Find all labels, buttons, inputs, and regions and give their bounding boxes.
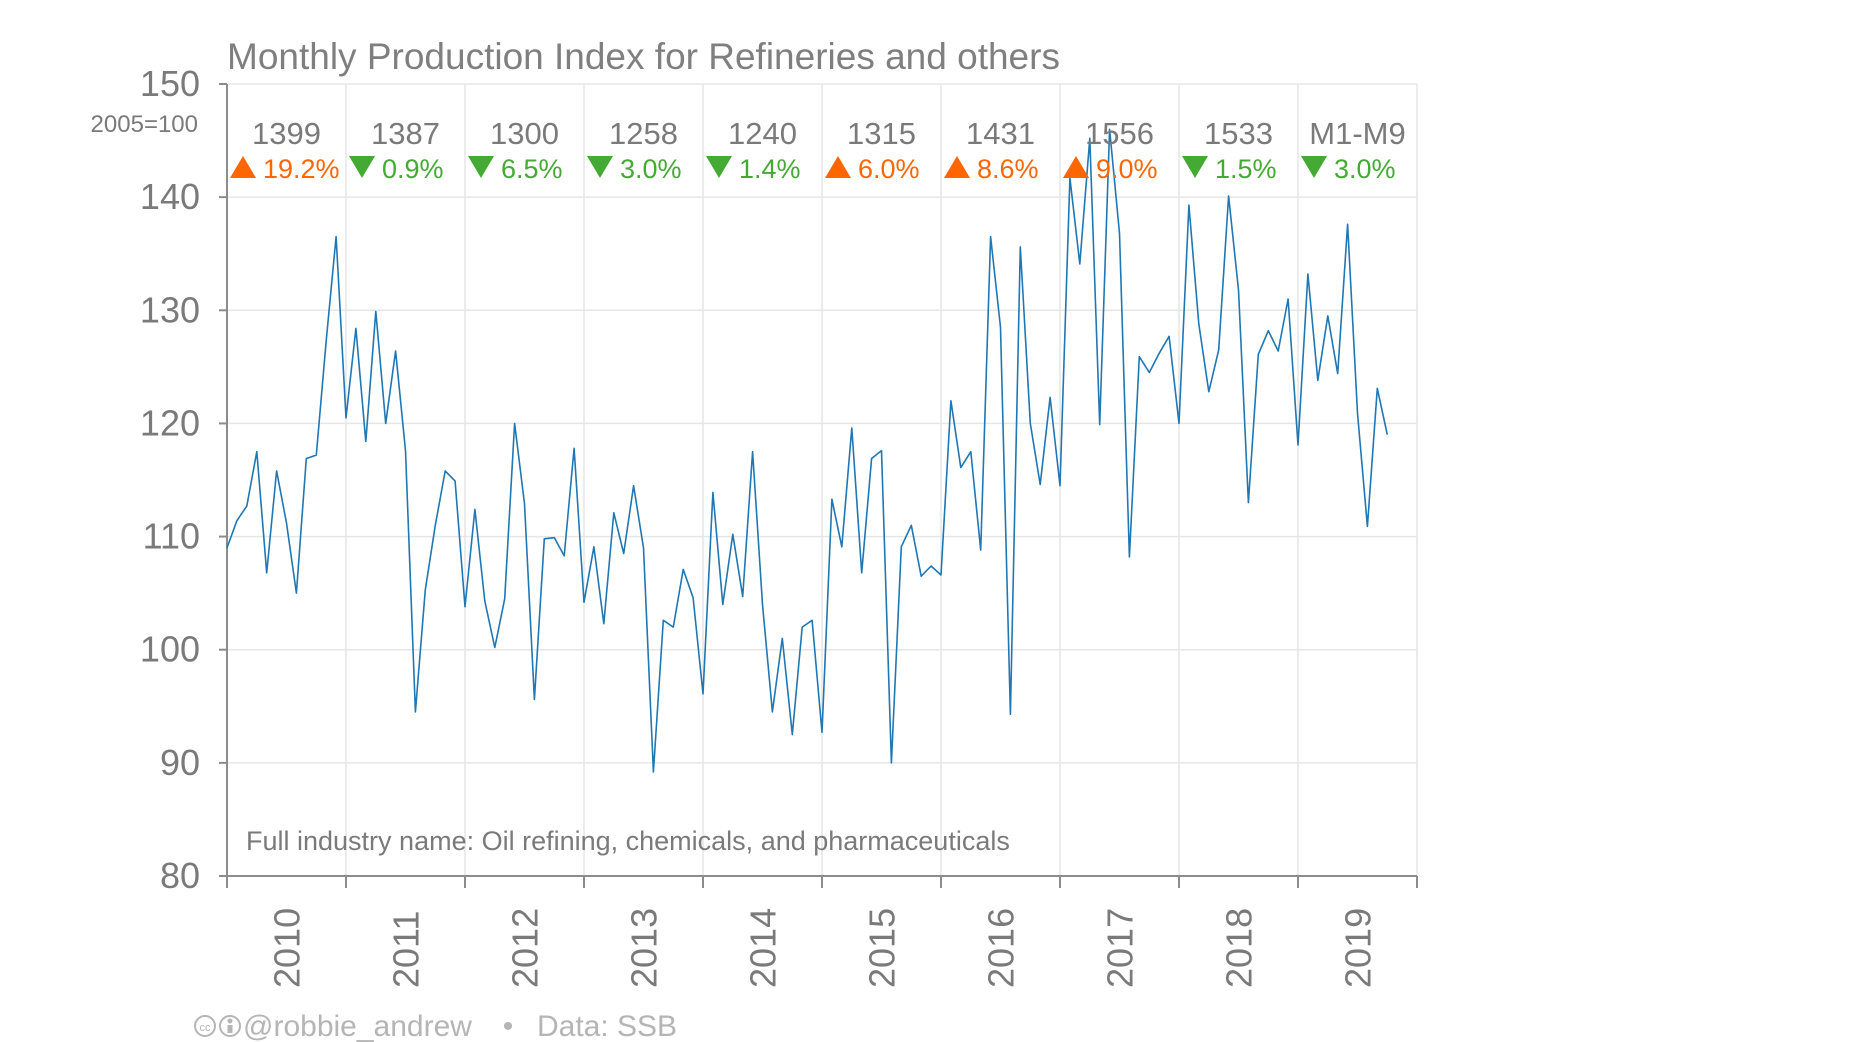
svg-text:cc: cc — [200, 1022, 212, 1034]
y-tick-label: 150 — [140, 63, 200, 104]
annual-change-label: 9.0% — [1096, 154, 1158, 184]
down-arrow-icon — [349, 156, 375, 178]
up-arrow-icon — [944, 156, 970, 178]
y-tick-label: 120 — [140, 402, 200, 443]
down-arrow-icon — [468, 156, 494, 178]
down-arrow-icon — [1301, 156, 1327, 178]
grid-layer — [227, 83, 1418, 876]
annual-change-label: 8.6% — [977, 154, 1039, 184]
by-icon — [219, 1015, 241, 1037]
annual-total-label: 1315 — [847, 116, 916, 151]
x-tick-label: 2018 — [1219, 908, 1260, 988]
x-tick-label: 2015 — [862, 908, 903, 988]
y-tick-label: 130 — [140, 289, 200, 330]
y-tick-label: 110 — [143, 516, 200, 557]
author-handle: @robbie_andrew — [243, 1010, 472, 1042]
annual-change-label: 6.5% — [501, 154, 563, 184]
annual-total-label: 1556 — [1085, 116, 1154, 151]
annual-change-label: 19.2% — [263, 154, 340, 184]
up-arrow-icon — [825, 156, 851, 178]
annual-total-label: 1431 — [966, 116, 1035, 151]
x-tick-label: 2014 — [743, 908, 784, 988]
annual-total-label: 1258 — [609, 116, 678, 151]
annual-change-label: 1.4% — [739, 154, 801, 184]
x-tick-label: 2019 — [1338, 908, 1379, 988]
y-tick-label: 80 — [160, 855, 200, 896]
annual-total-label: 1533 — [1204, 116, 1273, 151]
cc-icon: cc — [194, 1015, 216, 1037]
annual-change-label: 0.9% — [382, 154, 444, 184]
chart-title: Monthly Production Index for Refineries … — [227, 36, 1060, 77]
y-tick-label: 100 — [140, 629, 200, 670]
credit-separator: • — [503, 1010, 514, 1042]
x-tick-label: 2013 — [624, 908, 665, 988]
up-arrow-icon — [230, 156, 256, 178]
axis-layer: 80 90 100 110 120 130 140 150 2010 2011 2012 2013 20… — [140, 63, 1418, 988]
y-tick-label: 90 — [160, 742, 200, 783]
annual-total-label: M1-M9 — [1309, 116, 1405, 151]
annual-total-label: 1240 — [728, 116, 797, 151]
annotation-layer: 139919.2%13870.9%13006.5%12583.0%12401.4… — [230, 116, 1406, 184]
annual-total-label: 1399 — [252, 116, 321, 151]
annual-change-label: 1.5% — [1215, 154, 1277, 184]
x-tick-label: 2011 — [386, 911, 427, 988]
data-source: Data: SSB — [537, 1010, 677, 1042]
annual-total-label: 1387 — [371, 116, 440, 151]
credit-line: cc @robbie_andrew • Data: SSB — [194, 1010, 677, 1042]
x-tick-label: 2017 — [1100, 908, 1141, 988]
annual-change-label: 6.0% — [858, 154, 920, 184]
annual-change-label: 3.0% — [620, 154, 682, 184]
series-line — [226, 128, 1389, 773]
y-tick-label: 140 — [140, 176, 200, 217]
down-arrow-icon — [1182, 156, 1208, 178]
y-unit-label: 2005=100 — [91, 111, 198, 138]
series-layer — [226, 128, 1389, 773]
up-arrow-icon — [1063, 156, 1089, 178]
x-tick-label: 2010 — [267, 908, 308, 988]
annual-total-label: 1300 — [490, 116, 559, 151]
chart-note: Full industry name: Oil refining, chemic… — [246, 826, 1010, 856]
down-arrow-icon — [706, 156, 732, 178]
annual-change-label: 3.0% — [1334, 154, 1396, 184]
x-tick-label: 2016 — [981, 908, 1022, 988]
x-tick-label: 2012 — [505, 908, 546, 988]
down-arrow-icon — [587, 156, 613, 178]
